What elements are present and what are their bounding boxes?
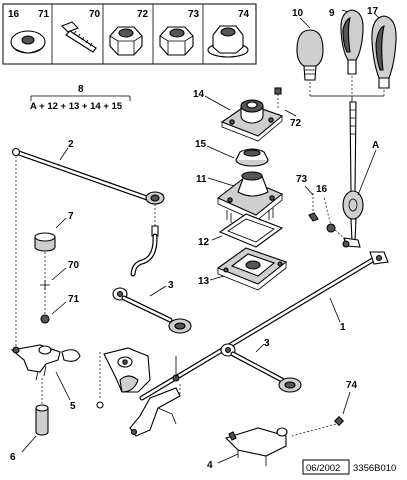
nut-72-marker	[274, 87, 282, 95]
hose-fitting	[130, 204, 159, 277]
callout-4: 4	[207, 460, 213, 471]
strip-label-71: 71	[38, 9, 50, 20]
callout-A: A	[372, 140, 379, 151]
callout-15: 15	[195, 139, 207, 150]
bolt-icon	[61, 21, 97, 53]
callout-71: 71	[68, 294, 80, 305]
nut-73-marker	[308, 212, 319, 222]
bush-7	[34, 232, 56, 252]
nut-74-marker	[333, 415, 345, 427]
nut-73-icon	[159, 26, 194, 56]
rod-2	[11, 147, 165, 205]
gear-knob-10	[296, 29, 324, 81]
callout-74: 74	[346, 380, 358, 391]
callout-12: 12	[198, 237, 210, 248]
callout-72: 72	[290, 118, 302, 129]
footer-date: 06/2002	[306, 463, 340, 474]
callout-16-lever: 16	[316, 184, 328, 195]
strip-label-73: 73	[188, 9, 200, 20]
callout-3-upper: 3	[168, 280, 174, 291]
callout-13: 13	[198, 276, 210, 287]
nut-72-icon	[109, 26, 143, 56]
gear-knob-9	[340, 9, 364, 75]
callout-8: 8	[78, 84, 84, 95]
plate-13	[216, 247, 288, 291]
link-3-upper	[112, 287, 192, 334]
bush-6	[35, 404, 49, 436]
callout-14: 14	[193, 89, 205, 100]
callout-11: 11	[196, 174, 207, 185]
gear-knob-17	[371, 15, 397, 89]
footer-date-box	[302, 459, 350, 475]
boot-15	[235, 148, 269, 167]
strip-label-16: 16	[8, 9, 20, 20]
main-rod-1	[139, 251, 389, 401]
callout-5: 5	[70, 401, 76, 412]
parts-strip: 16 71 70 72 73 74	[2, 3, 257, 65]
strip-label-74: 74	[238, 9, 250, 20]
formula-text: A + 12 + 13 + 14 + 15	[30, 101, 123, 112]
callout-6: 6	[10, 452, 16, 463]
callout-2: 2	[68, 139, 74, 150]
mounting-arm	[129, 387, 181, 437]
gasket-12	[218, 213, 284, 248]
callout-17: 17	[367, 6, 379, 17]
mount-11	[216, 171, 284, 223]
mount-14	[220, 99, 284, 142]
callout-3-lower: 3	[264, 338, 270, 349]
callout-70: 70	[68, 260, 80, 271]
bracket-4	[224, 427, 288, 466]
bolt-70-marker	[40, 280, 50, 290]
strip-label-72: 72	[137, 9, 149, 20]
callout-9: 9	[329, 8, 335, 19]
link-3-lower	[220, 343, 302, 393]
flange-nut-74-icon	[207, 25, 249, 58]
callout-1: 1	[340, 322, 346, 333]
gear-lever	[342, 101, 364, 248]
bracket-5	[10, 344, 81, 381]
washer-icon	[10, 30, 46, 54]
callout-10: 10	[292, 8, 304, 19]
callout-73: 73	[296, 174, 308, 185]
washer-71-marker	[40, 314, 50, 324]
callout-7: 7	[68, 211, 74, 222]
selector-bracket	[103, 347, 180, 393]
washer-16-marker	[326, 223, 336, 233]
footer-reference: 3356B010	[353, 463, 396, 474]
strip-label-70: 70	[89, 9, 101, 20]
